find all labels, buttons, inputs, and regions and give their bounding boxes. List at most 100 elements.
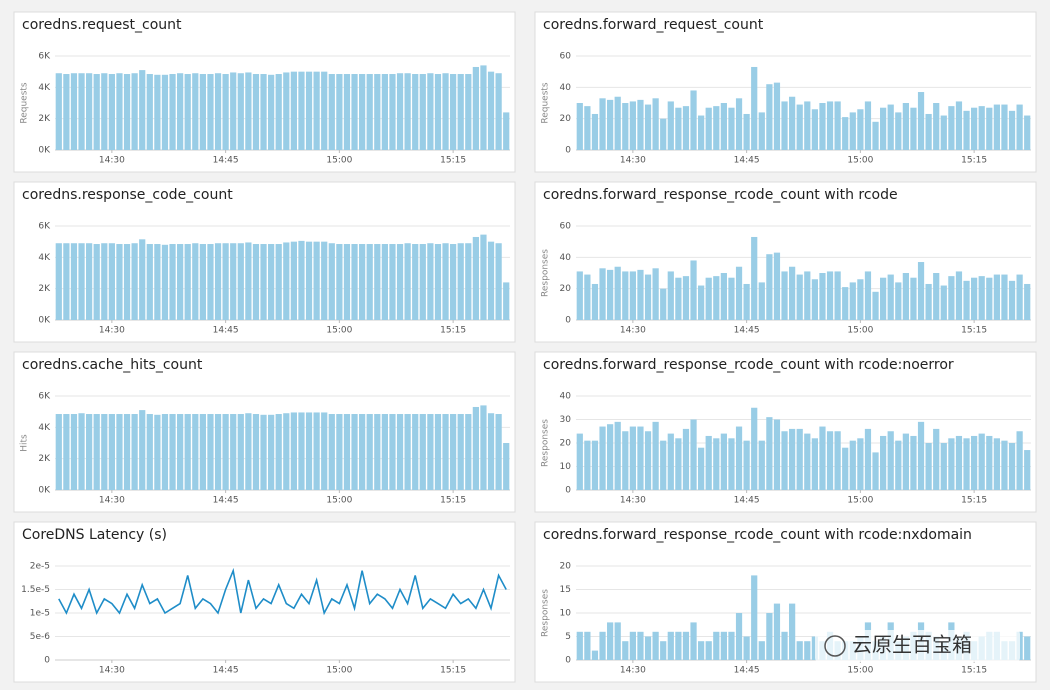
bar bbox=[607, 622, 614, 660]
bar bbox=[275, 414, 282, 490]
bar bbox=[629, 101, 636, 150]
bar bbox=[811, 636, 818, 660]
bar bbox=[63, 414, 70, 490]
bar bbox=[751, 407, 758, 490]
bar bbox=[933, 428, 940, 490]
bar bbox=[789, 266, 796, 320]
bar bbox=[993, 274, 1000, 320]
bar bbox=[584, 631, 591, 660]
x-tick-label: 14:45 bbox=[734, 156, 760, 166]
bar bbox=[412, 244, 419, 320]
bar bbox=[796, 641, 803, 660]
y-tick-label: 0 bbox=[44, 656, 50, 666]
bar bbox=[480, 405, 487, 490]
bar bbox=[895, 282, 902, 320]
bar bbox=[78, 73, 85, 150]
bar bbox=[214, 73, 222, 150]
bar bbox=[682, 428, 690, 490]
bar bbox=[70, 414, 78, 490]
bar bbox=[214, 414, 222, 490]
bar bbox=[781, 631, 788, 660]
bar bbox=[781, 271, 788, 320]
bar bbox=[766, 254, 773, 320]
bar bbox=[963, 438, 970, 490]
bar bbox=[450, 414, 457, 490]
bar bbox=[487, 241, 495, 320]
bar bbox=[963, 280, 970, 320]
y-tick-label: 2K bbox=[38, 284, 51, 294]
bar bbox=[351, 74, 358, 150]
bar bbox=[735, 266, 743, 320]
bar bbox=[622, 431, 629, 490]
bar bbox=[108, 414, 115, 490]
bar bbox=[576, 433, 583, 490]
bar bbox=[412, 74, 419, 150]
bar bbox=[161, 414, 169, 490]
bar bbox=[971, 435, 978, 490]
bar bbox=[450, 244, 457, 320]
bar bbox=[644, 636, 652, 660]
y-tick-label: 6K bbox=[38, 52, 51, 62]
watermark-bg bbox=[815, 630, 1020, 662]
bar bbox=[487, 71, 495, 150]
bar bbox=[637, 99, 644, 150]
bar bbox=[381, 74, 388, 150]
bar bbox=[607, 99, 614, 150]
bar bbox=[389, 414, 396, 490]
y-tick-label: 20 bbox=[560, 114, 572, 124]
x-tick-label: 14:45 bbox=[213, 496, 239, 506]
bar bbox=[457, 414, 464, 490]
bar bbox=[864, 428, 872, 490]
bar bbox=[131, 414, 138, 490]
bar bbox=[161, 244, 169, 320]
bar bbox=[857, 438, 864, 490]
bar bbox=[720, 433, 727, 490]
bar bbox=[116, 414, 123, 490]
y-tick-label: 5e-6 bbox=[30, 632, 51, 642]
bar bbox=[442, 73, 449, 150]
y-tick-label: 0K bbox=[38, 316, 51, 326]
bar bbox=[940, 443, 947, 490]
y-tick-label: 0K bbox=[38, 146, 51, 156]
bar bbox=[93, 244, 100, 320]
y-tick-label: 10 bbox=[560, 609, 572, 619]
bar bbox=[584, 274, 591, 320]
bar bbox=[955, 271, 963, 320]
x-tick-label: 15:00 bbox=[847, 156, 873, 166]
bar bbox=[374, 414, 381, 490]
bar bbox=[811, 279, 818, 320]
bar bbox=[599, 98, 606, 150]
y-tick-label: 2e-5 bbox=[30, 562, 50, 572]
bar bbox=[419, 244, 426, 320]
x-tick-label: 15:00 bbox=[847, 496, 873, 506]
bar bbox=[116, 73, 123, 150]
bar bbox=[495, 243, 502, 320]
bar bbox=[1016, 104, 1023, 150]
bar bbox=[268, 74, 275, 150]
bar bbox=[872, 291, 879, 320]
bar bbox=[434, 414, 442, 490]
bar bbox=[63, 74, 70, 150]
bar bbox=[773, 419, 781, 490]
bar bbox=[222, 243, 229, 320]
bar bbox=[978, 276, 985, 320]
bar bbox=[864, 101, 872, 150]
line-series bbox=[58, 567, 507, 616]
bar bbox=[192, 73, 199, 150]
bar bbox=[948, 276, 955, 320]
bar bbox=[599, 631, 606, 660]
bar bbox=[789, 428, 796, 490]
bar bbox=[804, 641, 811, 660]
bar bbox=[55, 414, 62, 490]
bar bbox=[245, 413, 252, 490]
bar bbox=[910, 107, 917, 150]
bar bbox=[343, 414, 351, 490]
bar bbox=[872, 452, 879, 490]
bar bbox=[660, 641, 667, 660]
panel: coredns.cache_hits_count Hits 0K 2K 4K 6K 14:3… bbox=[13, 351, 516, 513]
bar bbox=[86, 243, 93, 320]
x-tick-label: 15:15 bbox=[440, 666, 466, 676]
bar bbox=[743, 440, 750, 490]
bar bbox=[758, 112, 765, 150]
bar bbox=[93, 74, 100, 150]
